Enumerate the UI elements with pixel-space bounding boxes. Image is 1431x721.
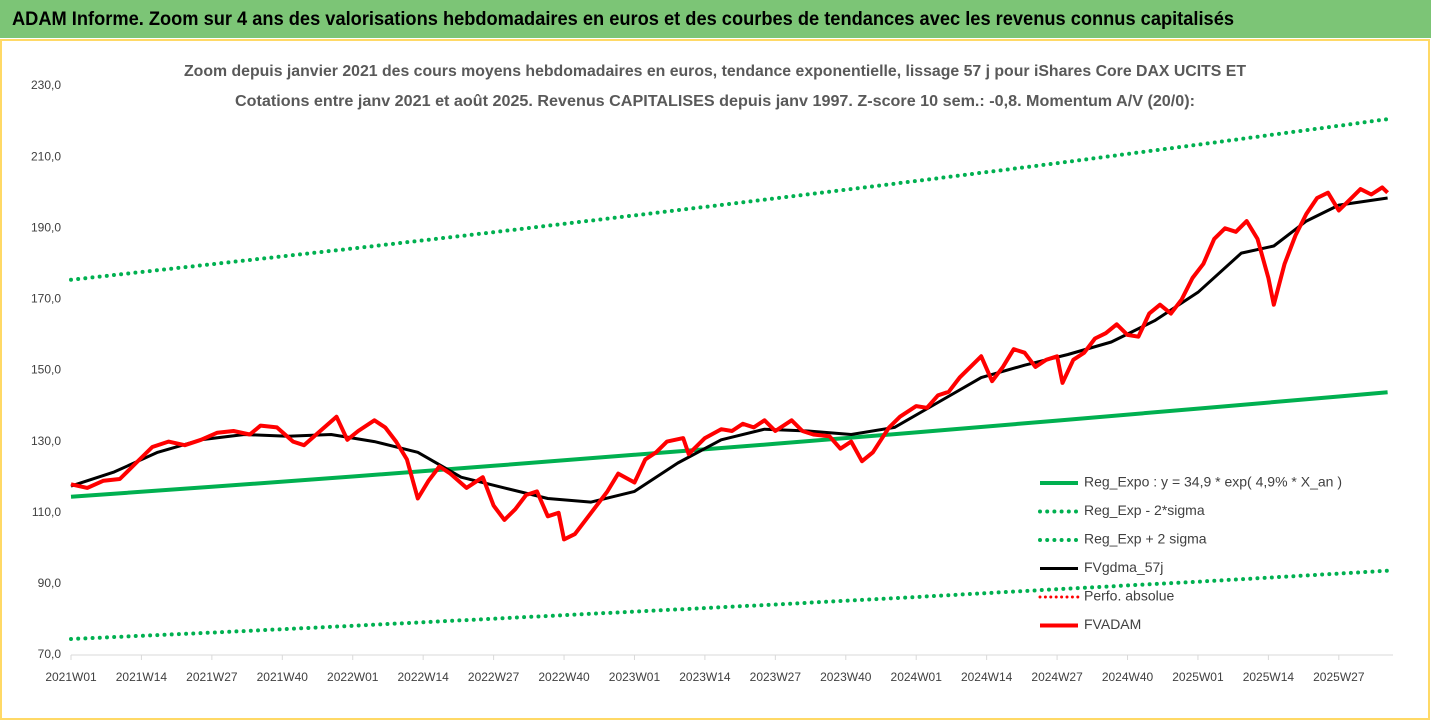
x-tick-label: 2023W01 (609, 670, 661, 684)
series-line (69, 568, 1390, 641)
y-tick-label: 70,0 (38, 647, 62, 661)
y-tick-label: 150,0 (31, 363, 61, 377)
x-tick-label: 2021W14 (116, 670, 168, 684)
x-tick-label: 2024W14 (961, 670, 1013, 684)
legend-label: Reg_Exp + 2 sigma (1084, 531, 1207, 547)
series-line (70, 196, 1388, 504)
x-tick-label: 2021W01 (45, 670, 97, 684)
series-line (69, 117, 1390, 282)
legend-label: Reg_Exp - 2*sigma (1084, 502, 1205, 518)
x-tick-label: 2025W14 (1243, 670, 1295, 684)
chart-title: Zoom depuis janvier 2021 des cours moyen… (184, 63, 1246, 80)
series-line (70, 390, 1388, 499)
x-tick-label: 2022W27 (468, 670, 520, 684)
legend-label: FVgdma_57j (1084, 559, 1163, 575)
y-tick-label: 90,0 (38, 576, 62, 590)
y-tick-label: 110,0 (32, 505, 61, 519)
x-tick-label: 2023W40 (820, 670, 872, 684)
y-tick-label: 230,0 (31, 78, 61, 92)
x-tick-label: 2022W14 (397, 670, 449, 684)
x-tick-label: 2021W27 (186, 670, 238, 684)
y-tick-label: 130,0 (31, 434, 61, 448)
chart-subtitle: Cotations entre janv 2021 et août 2025. … (235, 93, 1195, 110)
y-tick-label: 210,0 (31, 149, 61, 163)
x-tick-label: 2025W27 (1313, 670, 1365, 684)
x-tick-label: 2021W40 (257, 670, 309, 684)
series-line (70, 185, 1390, 542)
x-tick-label: 2024W01 (891, 670, 943, 684)
chart-panel (0, 39, 1430, 720)
y-tick-label: 170,0 (31, 292, 61, 306)
x-tick-label: 2023W27 (750, 670, 802, 684)
header-bar (0, 0, 1431, 38)
x-tick-label: 2024W27 (1031, 670, 1083, 684)
y-tick-label: 190,0 (31, 220, 61, 234)
x-tick-label: 2022W01 (327, 670, 379, 684)
x-tick-label: 2023W14 (679, 670, 731, 684)
legend-label: Reg_Expo : y = 34,9 * exp( 4,9% * X_an ) (1084, 474, 1342, 490)
legend-label: FVADAM (1084, 616, 1141, 632)
legend-label: Perfo. absolue (1084, 588, 1174, 604)
x-tick-label: 2025W01 (1172, 670, 1224, 684)
x-tick-label: 2024W40 (1102, 670, 1154, 684)
header-title: ADAM Informe. Zoom sur 4 ans des valoris… (12, 9, 1234, 30)
x-tick-label: 2022W40 (538, 670, 590, 684)
